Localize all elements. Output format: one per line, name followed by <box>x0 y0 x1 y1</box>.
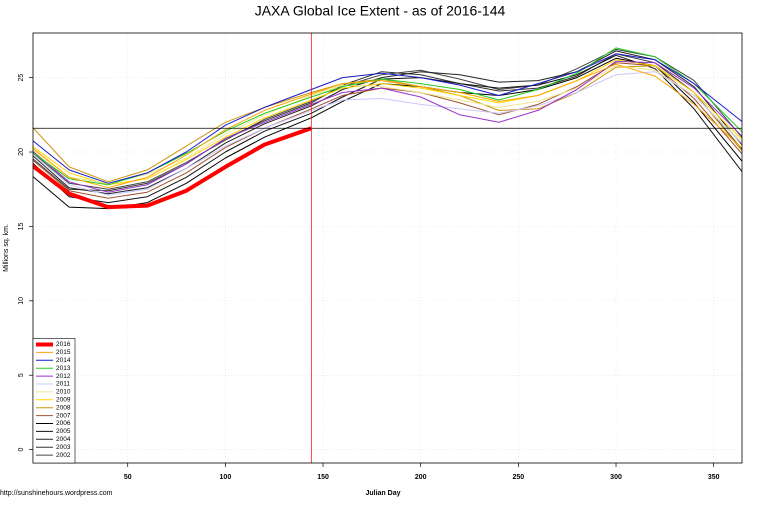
series-line <box>33 60 742 193</box>
x-tick-label: 250 <box>513 474 525 481</box>
x-tick-label: 50 <box>124 474 132 481</box>
legend-label: 2006 <box>56 420 71 427</box>
series-line <box>33 50 742 195</box>
legend-label: 2004 <box>56 436 71 443</box>
legend-label: 2003 <box>56 444 71 451</box>
legend-label: 2011 <box>56 381 70 388</box>
legend-label: 2010 <box>56 389 71 396</box>
legend-label: 2015 <box>56 349 71 356</box>
legend-box <box>32 338 76 464</box>
chart-title: JAXA Global Ice Extent - as of 2016-144 <box>255 3 506 19</box>
series-line <box>33 48 742 190</box>
series-line <box>33 59 742 186</box>
plot-frame <box>32 32 743 464</box>
legend-label: 2016 <box>56 341 71 348</box>
legend-label: 2009 <box>56 397 71 404</box>
x-tick-label: 150 <box>317 474 329 481</box>
y-tick-label: 15 <box>18 222 25 230</box>
legend-label: 2013 <box>56 365 71 372</box>
legend-label: 2005 <box>56 428 71 435</box>
plot-lines <box>33 47 742 210</box>
legend: 2016201520142013201220112010200920082007… <box>32 338 76 464</box>
legend-label: 2007 <box>56 412 71 419</box>
x-axis-label: Julian Day <box>365 490 400 497</box>
series-line <box>33 71 742 196</box>
series-line <box>33 126 312 210</box>
legend-label: 2002 <box>56 452 71 459</box>
series-line <box>33 65 742 183</box>
x-tick-label: 350 <box>708 474 720 481</box>
series-line <box>33 53 742 184</box>
y-tick-label: 5 <box>18 373 25 377</box>
y-tick-label: 0 <box>18 448 25 452</box>
series-line <box>33 65 742 184</box>
source: http://sunshinehours.wordpress.com <box>0 490 113 497</box>
y-tick-label: 10 <box>18 297 25 305</box>
y-tick-label: 25 <box>18 74 25 82</box>
y-tick-label: 20 <box>18 148 25 156</box>
series-line <box>33 63 742 189</box>
x-tick-label: 100 <box>220 474 232 481</box>
legend-label: 2012 <box>56 373 71 380</box>
y-axis-label: Millions sq. km. <box>3 224 10 272</box>
x-tick-label: 200 <box>415 474 427 481</box>
x-tick-label: 300 <box>610 474 622 481</box>
series-line <box>33 62 742 199</box>
legend-label: 2014 <box>56 357 71 364</box>
legend-label: 2008 <box>56 404 71 411</box>
